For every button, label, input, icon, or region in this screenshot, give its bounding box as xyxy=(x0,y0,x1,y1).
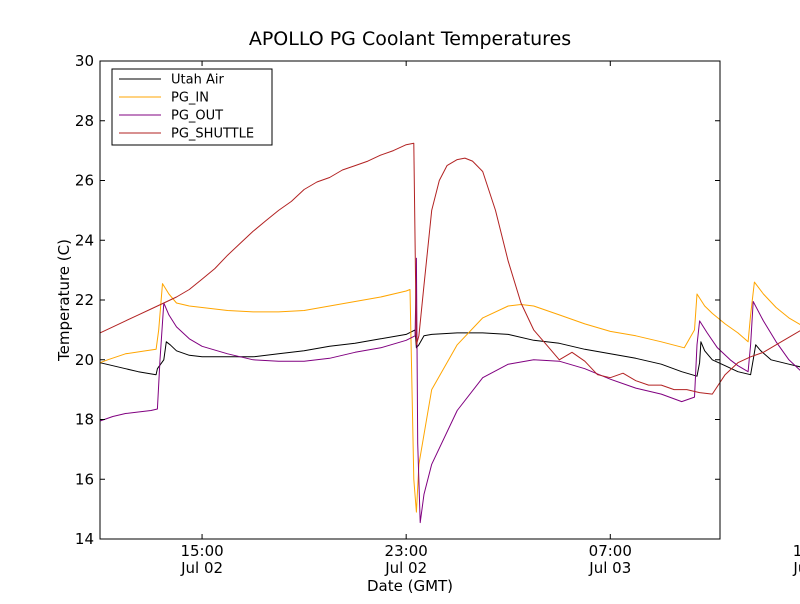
legend-label: PG_SHUTTLE xyxy=(171,127,254,142)
series-layer xyxy=(99,142,800,524)
legend-label: PG_IN xyxy=(171,91,209,106)
legend: Utah Air PG_IN PG_OUT PG_SHUTTLE xyxy=(111,68,273,146)
y-tick-label: 20 xyxy=(75,351,94,369)
y-tick-label: 24 xyxy=(75,231,94,249)
y-tick-label: 16 xyxy=(75,470,94,488)
x-tick-label-date: Jul 03 xyxy=(588,559,631,577)
series-line-pg-out xyxy=(99,257,800,524)
x-tick-label-date: Jul 02 xyxy=(180,559,223,577)
legend-frame xyxy=(111,68,273,146)
x-axis-label: Date (GMT) xyxy=(367,577,453,595)
y-tick-label: 30 xyxy=(75,52,94,70)
x-tick-label-time: 23:00 xyxy=(385,542,428,560)
series-line-pg-in xyxy=(99,281,800,513)
series-line-pg-shuttle xyxy=(99,142,800,395)
chart-title: APOLLO PG Coolant Temperatures xyxy=(249,28,571,50)
x-tick-label-date: Jul 02 xyxy=(384,559,427,577)
x-tick-label-time: 15:00 xyxy=(793,542,800,560)
series-line-utah-air xyxy=(99,329,800,377)
y-tick-label: 18 xyxy=(75,411,94,429)
x-tick-label-time: 07:00 xyxy=(589,542,632,560)
x-tick-label-date: Jul 03 xyxy=(792,559,800,577)
y-tick-label: 14 xyxy=(75,530,94,548)
y-tick-label: 26 xyxy=(75,172,94,190)
y-axis: 14 16 18 20 22 24 26 28 30 xyxy=(75,52,720,548)
y-axis-label: Temperature (C) xyxy=(55,239,73,362)
y-tick-label: 28 xyxy=(75,112,94,130)
x-tick-label-time: 15:00 xyxy=(180,542,223,560)
legend-label: Utah Air xyxy=(171,73,224,88)
y-tick-label: 22 xyxy=(75,291,94,309)
legend-label: PG_OUT xyxy=(171,109,223,124)
